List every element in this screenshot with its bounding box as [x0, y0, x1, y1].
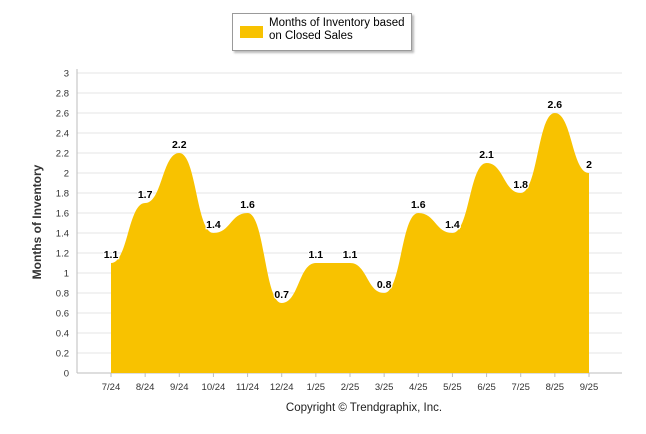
x-tick-label: 6/25 — [477, 382, 496, 393]
y-tick-label: 1.4 — [56, 229, 69, 240]
data-label: 1.6 — [240, 199, 255, 211]
y-tick-label: 0.6 — [56, 309, 69, 320]
x-tick-label: 1/25 — [307, 382, 326, 393]
y-tick-label: 1.2 — [56, 249, 69, 260]
data-label: 1.4 — [206, 219, 221, 231]
data-label: 1.1 — [343, 249, 358, 261]
copyright-text: Copyright © Trendgraphix, Inc. — [285, 402, 443, 414]
data-label: 0.8 — [377, 279, 392, 291]
y-tick-label: 0 — [64, 369, 69, 380]
y-tick-label: 2 — [64, 169, 69, 180]
y-tick-label: 1 — [64, 269, 69, 280]
x-tick-label: 9/24 — [170, 382, 189, 393]
y-tick-label: 2.4 — [56, 129, 69, 140]
y-tick-label: 0.8 — [56, 289, 69, 300]
x-tick-label: 3/25 — [375, 382, 394, 393]
x-tick-label: 12/24 — [270, 382, 294, 393]
data-label: 2.2 — [172, 139, 187, 151]
x-tick-label: 5/25 — [443, 382, 462, 393]
data-label: 1.7 — [138, 189, 153, 201]
y-tick-label: 2.2 — [56, 149, 69, 160]
data-label: 2.6 — [548, 99, 563, 111]
y-tick-label: 1.6 — [56, 209, 69, 220]
x-tick-label: 10/24 — [202, 382, 226, 393]
data-label: 1.6 — [411, 199, 426, 211]
x-tick-label: 8/24 — [136, 382, 155, 393]
x-tick-label: 2/25 — [341, 382, 360, 393]
data-label: 1.8 — [513, 179, 528, 191]
legend-label: Months of Inventory based on Closed Sale… — [269, 17, 405, 42]
y-tick-label: 3 — [64, 69, 69, 80]
data-label: 0.7 — [274, 289, 289, 301]
data-label: 1.1 — [309, 249, 324, 261]
x-tick-label: 9/25 — [580, 382, 599, 393]
legend-swatch — [240, 26, 263, 38]
data-label: 1.1 — [104, 249, 119, 261]
legend: Months of Inventory based on Closed Sale… — [232, 13, 412, 51]
y-tick-label: 1.8 — [56, 189, 69, 200]
y-tick-label: 0.2 — [56, 349, 69, 360]
area-series — [111, 113, 589, 373]
y-tick-label: 2.8 — [56, 89, 69, 100]
x-tick-label: 4/25 — [409, 382, 428, 393]
y-tick-label: 2.6 — [56, 109, 69, 120]
x-tick-label: 7/24 — [102, 382, 121, 393]
data-label: 2 — [586, 159, 592, 171]
x-tick-label: 8/25 — [546, 382, 565, 393]
data-label: 1.4 — [445, 219, 460, 231]
y-tick-label: 0.4 — [56, 329, 69, 340]
data-label: 2.1 — [479, 149, 494, 161]
x-tick-label: 7/25 — [511, 382, 530, 393]
x-tick-label: 11/24 — [236, 382, 259, 393]
